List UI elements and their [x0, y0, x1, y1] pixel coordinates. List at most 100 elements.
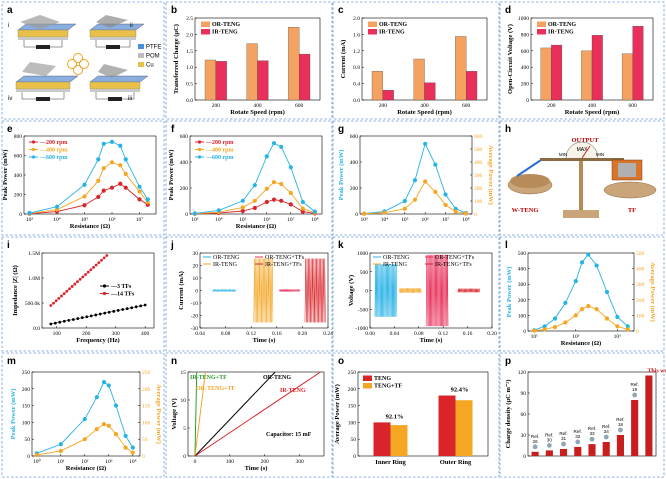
y-tick-label: 250	[22, 370, 31, 376]
efficiency-label: 92.4%	[451, 387, 469, 394]
data-point	[101, 188, 106, 193]
data-point	[532, 328, 537, 333]
data-point	[85, 315, 89, 319]
legend-swatch	[368, 21, 377, 27]
y-tick-label: 200	[350, 186, 359, 192]
y-axis-label: Voltage (V)	[348, 275, 355, 306]
y-tick-label: 0.5	[186, 82, 193, 88]
bar-ir-teng-600	[299, 53, 311, 101]
ptfe-layer	[89, 23, 145, 31]
clover-lobe	[73, 65, 83, 75]
chart-g: 0 200 400 600 10³ 10⁴ 10⁵ 10⁶ 10⁷ 10⁸ Peak Power (…	[338, 134, 494, 223]
panel-frame-p	[499, 352, 665, 478]
reference-device-icon	[575, 439, 581, 445]
x-tick-label: 200	[547, 103, 556, 109]
data-point	[463, 211, 468, 216]
panel-label-b: b	[171, 5, 177, 16]
legend-swatch	[201, 21, 210, 27]
y-tick-label: 800	[521, 32, 530, 38]
y2-tick-label: 100	[636, 313, 645, 319]
y-tick-label: 400	[521, 65, 530, 71]
x-tick-label: 200	[261, 459, 270, 465]
y2-tick-label: 250	[142, 370, 151, 376]
plot-frame	[41, 252, 155, 329]
y2-tick-label: 300	[636, 282, 645, 288]
clover-lobe	[73, 53, 83, 63]
data-point	[101, 141, 106, 146]
x-axis-label: Resistance (Ω)	[66, 465, 106, 472]
y-tick-label: 0	[353, 454, 356, 460]
data-point	[604, 316, 610, 321]
plate-schematic-icon	[15, 75, 79, 101]
x-tick-label: 10⁸	[462, 217, 470, 223]
y-tick-label: -20	[191, 314, 199, 320]
y2-tick-label: 200	[142, 387, 151, 393]
category-label: Outer Ring	[440, 459, 472, 466]
data-point	[123, 433, 128, 438]
panel-label-i: i	[7, 240, 10, 251]
legend-text: IR-TENG	[213, 262, 238, 268]
reference-device-icon	[561, 441, 566, 447]
series-line-1	[194, 181, 315, 215]
data-point	[112, 309, 116, 313]
output-label: OUTPUT	[571, 137, 599, 144]
series-label: OR-TENG	[263, 375, 291, 381]
y2-axis-label: Average Power (mW)	[487, 145, 494, 205]
legend-swatch	[201, 29, 210, 35]
y-tick-label: 60	[521, 412, 527, 418]
plate-schematic-icon	[89, 23, 145, 49]
x-tick-label: 300	[112, 331, 121, 337]
bar-ir-teng-600	[466, 71, 478, 101]
stage-label-i: i	[8, 23, 9, 29]
panel-frame-n	[165, 352, 333, 478]
x-tick-label: 10⁶	[108, 217, 116, 223]
data-point	[65, 289, 69, 293]
data-point	[216, 208, 221, 213]
data-point	[271, 197, 277, 202]
data-point	[433, 189, 438, 194]
data-point	[52, 301, 55, 305]
bar-3	[574, 446, 582, 456]
x-axis-label: Frequency (Hz)	[76, 337, 119, 344]
rotor-blade	[96, 15, 128, 28]
data-point	[594, 263, 599, 268]
data-point	[98, 312, 102, 316]
legend-marker	[31, 140, 36, 144]
panel-frame-k	[332, 236, 500, 352]
chart-m: 0 50 100 150 200 250 10⁰ 10¹ 10² 10³ 10⁴ Resistance…	[10, 370, 162, 472]
x-tick-label: 10⁵	[614, 334, 622, 340]
data-point	[586, 252, 591, 257]
chart-j: -30 -20 -10 0 10 20 30 0.04 0.08 0.12 0.16 0.20 0.24…	[178, 251, 333, 344]
data-point	[76, 280, 79, 284]
y-tick-label: 200	[22, 387, 31, 393]
y-tick-label: 1000	[518, 16, 529, 22]
ptfe-layer	[89, 75, 149, 83]
data-point	[82, 203, 87, 208]
y-tick-label: 5	[183, 426, 186, 432]
x-tick-label: 10⁴	[381, 217, 389, 223]
data-point	[96, 157, 101, 162]
x-tick-label: 10¹	[531, 334, 539, 340]
y2-tick-label: 500	[636, 251, 645, 257]
y-tick-label: 0	[523, 329, 526, 335]
data-point	[579, 307, 585, 312]
y-tick-label: 0.4	[353, 82, 360, 88]
bar-or-teng-200	[204, 59, 216, 101]
data-point	[58, 320, 62, 324]
ptfe-layer	[15, 75, 79, 83]
x-tick-label: 0.20	[298, 331, 308, 337]
pom-layer	[90, 89, 140, 92]
y-tick-label: 200	[348, 387, 357, 393]
y-tick-label: 1.2	[353, 49, 360, 55]
data-point	[130, 450, 135, 455]
y-axis-label: Impedance |Z| (Ω)	[12, 265, 19, 316]
bar-or-teng-600	[455, 36, 467, 101]
data-point	[118, 143, 123, 148]
data-point	[264, 199, 269, 205]
x-tick-label: 0.16	[272, 331, 282, 337]
panel-label-f: f	[171, 124, 175, 135]
data-point	[100, 258, 103, 262]
y-tick-label: 30	[521, 433, 527, 439]
cu-layer	[89, 29, 137, 38]
